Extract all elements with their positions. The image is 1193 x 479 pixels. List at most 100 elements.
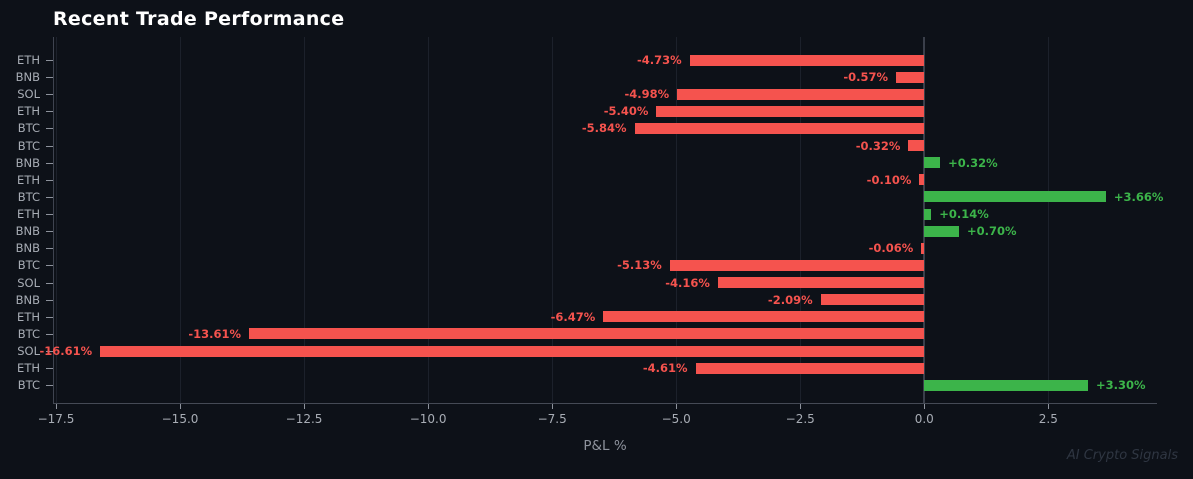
y-tick-mark [46,231,53,233]
pnl-bar [656,105,925,117]
y-tick-mark [46,385,53,387]
pnl-bar [634,122,925,134]
y-tick-label: BTC [17,138,40,153]
x-tick-label: −2.5 [785,412,815,426]
x-tick-label: −15.0 [161,412,199,426]
pnl-bar [695,362,925,374]
x-tick-mark [676,404,678,409]
bar-value-label: -16.61% [39,344,93,359]
pnl-bar [921,242,925,254]
x-tick-mark [55,404,57,409]
y-tick-label: ETH [17,104,40,119]
x-tick-label: −7.5 [537,412,567,426]
gridline [800,37,802,403]
y-tick-mark [46,111,53,113]
chart-title: Recent Trade Performance [53,8,345,30]
pnl-bar [924,157,941,169]
bar-value-label: +3.30% [1096,378,1146,393]
y-tick-mark [46,128,53,130]
pnl-bar [603,311,925,323]
pnl-bar [248,328,925,340]
pnl-bar [717,277,925,289]
gridline [676,37,678,403]
bar-value-label: +0.70% [967,224,1017,239]
y-tick-label: BTC [17,258,40,273]
bar-value-label: +3.66% [1113,189,1164,204]
bar-value-label: -4.61% [642,361,688,376]
y-tick-label: ETH [17,361,40,376]
y-tick-mark [46,77,53,79]
bar-value-label: -4.98% [624,87,670,102]
y-tick-mark [46,299,53,301]
pnl-bar [924,379,1089,391]
y-tick-mark [46,351,53,353]
y-tick-label: SOL [17,344,40,359]
gridline [1048,37,1050,403]
y-tick-label: BTC [17,378,40,393]
y-tick-mark [46,333,53,335]
gridline [304,37,306,403]
x-tick-label: −17.5 [37,412,75,426]
x-tick-label: 2.5 [1038,412,1058,426]
pnl-bar [919,174,925,186]
bar-value-label: -5.84% [581,121,627,136]
y-tick-mark [46,265,53,267]
y-tick-mark [46,214,53,216]
pnl-bar [689,54,925,66]
bar-value-label: -2.09% [767,292,813,307]
pnl-bar [924,208,932,220]
y-tick-label: BNB [15,224,40,239]
x-tick-mark [800,404,802,409]
watermark: AI Crypto Signals [1066,448,1178,463]
y-tick-label: BTC [17,121,40,136]
y-tick-label: BTC [17,326,40,341]
y-tick-mark [46,282,53,284]
y-tick-label: ETH [17,207,40,222]
pnl-bar [896,71,925,83]
bar-value-label: -0.32% [855,138,901,153]
bar-value-label: -6.47% [550,309,596,324]
y-tick-mark [46,145,53,147]
bar-value-label: -5.40% [603,104,649,119]
gridline [180,37,182,403]
y-tick-mark [46,196,53,198]
y-tick-mark [46,316,53,318]
pnl-bar [908,140,925,152]
y-tick-mark [46,162,53,164]
y-tick-label: ETH [17,309,40,324]
x-tick-mark [180,404,182,409]
bar-value-label: -5.13% [617,258,662,273]
y-tick-label: SOL [17,87,40,102]
x-tick-label: −5.0 [661,412,691,426]
x-tick-label: −10.0 [409,412,447,426]
x-tick-mark [1048,404,1050,409]
x-tick-mark [924,404,926,409]
gridline [428,37,430,403]
bar-value-label: -0.06% [868,241,914,256]
y-tick-mark [46,179,53,181]
y-tick-mark [46,368,53,370]
y-tick-label: ETH [17,53,40,67]
gridline [55,37,57,403]
pnl-bar [924,225,959,237]
pnl-bar [924,191,1106,203]
x-tick-label: 0.0 [914,412,934,426]
bar-value-label: -4.16% [665,275,710,290]
x-axis-title: P&L % [583,438,627,454]
bar-value-label: -0.57% [843,70,889,85]
y-tick-label: BNB [15,241,40,256]
y-tick-label: BNB [15,70,40,85]
pnl-bar [820,294,925,306]
y-tick-label: BNB [15,155,40,170]
y-tick-mark [46,60,53,61]
bar-value-label: -0.10% [866,172,912,187]
bar-value-label: -4.73% [636,53,682,67]
y-tick-label: SOL [17,275,40,290]
y-tick-label: BNB [15,292,40,307]
y-tick-mark [46,94,53,96]
x-tick-mark [428,404,430,409]
bar-value-label: +0.14% [939,207,989,222]
bar-value-label: +0.32% [948,155,998,170]
pnl-bar [669,259,925,271]
y-tick-label: ETH [17,172,40,187]
